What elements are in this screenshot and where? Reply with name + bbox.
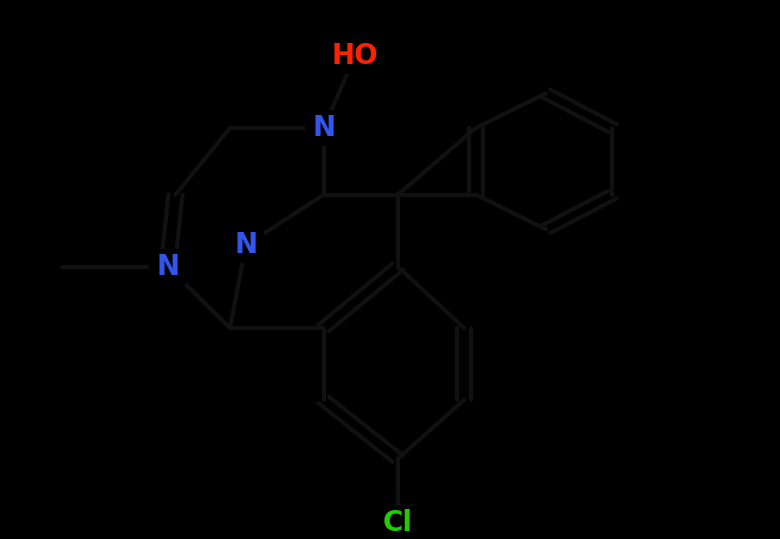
FancyBboxPatch shape (149, 248, 186, 285)
FancyBboxPatch shape (227, 227, 264, 264)
Text: N: N (234, 231, 257, 259)
Text: HO: HO (332, 42, 378, 70)
Text: N: N (312, 114, 335, 142)
FancyBboxPatch shape (324, 38, 385, 74)
Text: Cl: Cl (383, 509, 413, 537)
FancyBboxPatch shape (305, 110, 342, 146)
Text: N: N (156, 253, 179, 281)
FancyBboxPatch shape (367, 505, 428, 539)
